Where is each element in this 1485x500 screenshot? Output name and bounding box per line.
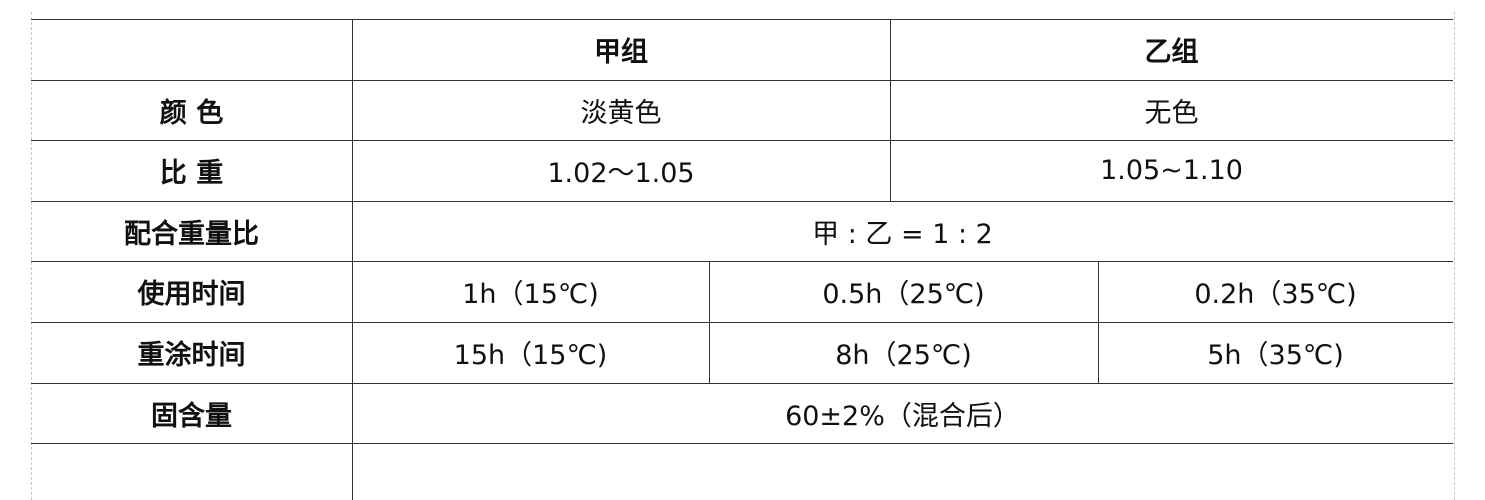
- row-label-empty: [31, 443, 352, 500]
- row-label-mix-ratio: 配合重量比: [124, 218, 259, 250]
- pot-life-35c: 0.2h（35℃): [1194, 279, 1357, 310]
- row-divider: [31, 322, 1453, 323]
- color-group-b: 无色: [1144, 97, 1199, 129]
- row-divider: [31, 443, 1453, 444]
- row-label-color: 颜 色: [159, 97, 224, 129]
- row-label-density: 比 重: [159, 158, 224, 189]
- page-guide-left: [31, 12, 32, 500]
- col-divider: [709, 261, 710, 383]
- row-label-solids: 固含量: [151, 400, 232, 432]
- recoat-35c: 5h（35℃): [1207, 340, 1344, 371]
- row-label-recoat-time: 重涂时间: [137, 340, 246, 371]
- recoat-25c: 8h（25℃): [835, 340, 972, 371]
- pot-life-25c: 0.5h（25℃): [822, 279, 985, 310]
- header-group-b: 乙组: [1144, 37, 1199, 68]
- col-divider: [890, 19, 891, 201]
- row-label-pot-life: 使用时间: [137, 279, 246, 310]
- density-group-b: 1.05~1.10: [1100, 155, 1243, 186]
- row-divider: [31, 201, 1453, 202]
- row-divider: [31, 261, 1453, 262]
- row-divider: [31, 140, 1453, 141]
- recoat-15c: 15h（15℃): [453, 340, 608, 371]
- empty-value: [352, 443, 1453, 500]
- mix-ratio-value: 甲 : 乙 = 1 : 2: [812, 218, 993, 250]
- density-group-a: 1.02～1.05: [547, 158, 695, 189]
- color-group-a: 淡黄色: [580, 97, 662, 129]
- row-divider: [31, 383, 1453, 384]
- row-divider: [31, 80, 1453, 81]
- solids-value: 60±2%（混合后）: [785, 400, 1020, 432]
- col-divider: [352, 19, 353, 500]
- row-divider: [31, 19, 1453, 20]
- header-group-a: 甲组: [594, 37, 648, 68]
- pot-life-15c: 1h（15℃): [462, 279, 599, 310]
- page-guide-right: [1454, 12, 1455, 500]
- col-divider: [1098, 261, 1099, 383]
